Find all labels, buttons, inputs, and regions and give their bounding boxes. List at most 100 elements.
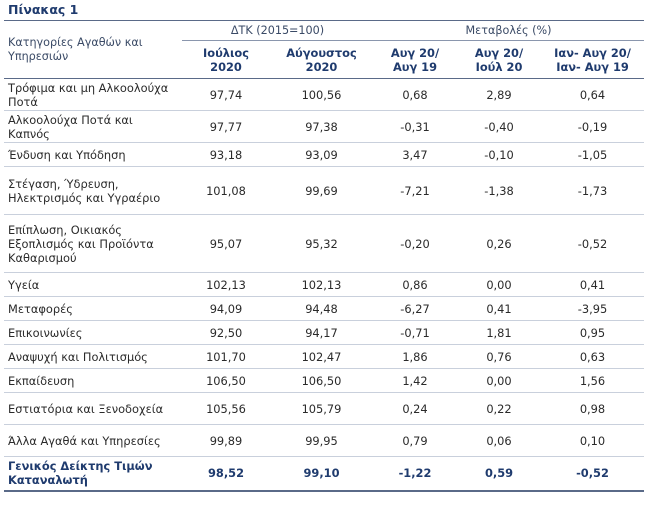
cell-value: 93,18 (182, 142, 270, 167)
table-body: Τρόφιμα και μη Αλκοολούχα Ποτά 97,74 100… (4, 78, 645, 492)
total-label: Γενικός Δείκτης Τιμών Καταναλωτή (4, 456, 182, 492)
cell-value: 105,56 (182, 392, 270, 425)
cell-value: 0,00 (457, 368, 541, 393)
cell-value: 0,68 (373, 78, 457, 111)
cell-value: 0,98 (541, 392, 645, 425)
table-row: Εστιατόρια και Ξενοδοχεία 105,56 105,79 … (4, 392, 645, 425)
cell-value: -0,20 (373, 214, 457, 273)
cell-value: 102,13 (270, 272, 373, 297)
cell-value: 0,10 (541, 424, 645, 457)
column-header-july-2020: Ιούλιος 2020 (182, 40, 270, 79)
total-value: 98,52 (182, 456, 270, 492)
table-title: Πίνακας 1 (8, 2, 79, 17)
cell-value: 97,77 (182, 110, 270, 143)
table-row: Υγεία 102,13 102,13 0,86 0,00 0,41 (4, 272, 645, 297)
cell-value: 0,79 (373, 424, 457, 457)
cell-value: 1,56 (541, 368, 645, 393)
row-label: Άλλα Αγαθά και Υπηρεσίες (4, 424, 182, 457)
cell-value: 102,47 (270, 344, 373, 369)
row-label: Αναψυχή και Πολιτισμός (4, 344, 182, 369)
cell-value: 101,08 (182, 166, 270, 215)
category-column-header: Κατηγορίες Αγαθών και Υπηρεσιών (4, 20, 182, 79)
total-value: 99,10 (270, 456, 373, 492)
index-group-header: ΔΤΚ (2015=100) (182, 20, 373, 41)
cell-value: 0,24 (373, 392, 457, 425)
cell-value: 106,50 (182, 368, 270, 393)
cell-value: -0,52 (541, 214, 645, 273)
table-row: Αλκοολούχα Ποτά και Καπνός 97,77 97,38 -… (4, 110, 645, 143)
cell-value: -3,95 (541, 296, 645, 321)
total-value: 0,59 (457, 456, 541, 492)
total-row: Γενικός Δείκτης Τιμών Καταναλωτή 98,52 9… (4, 456, 645, 492)
cell-value: 0,86 (373, 272, 457, 297)
column-header-aug20-aug19: Αυγ 20/ Αυγ 19 (373, 40, 457, 79)
cell-value: 92,50 (182, 320, 270, 345)
cell-value: 0,63 (541, 344, 645, 369)
table-row: Ένδυση και Υπόδηση 93,18 93,09 3,47 -0,1… (4, 142, 645, 167)
row-label: Εστιατόρια και Ξενοδοχεία (4, 392, 182, 425)
total-value: -0,52 (541, 456, 645, 492)
table-row: Μεταφορές 94,09 94,48 -6,27 0,41 -3,95 (4, 296, 645, 321)
table-row: Τρόφιμα και μη Αλκοολούχα Ποτά 97,74 100… (4, 78, 645, 111)
cell-value: -0,71 (373, 320, 457, 345)
cell-value: 106,50 (270, 368, 373, 393)
cell-value: 105,79 (270, 392, 373, 425)
cell-value: 94,17 (270, 320, 373, 345)
cell-value: 93,09 (270, 142, 373, 167)
table-row: Εκπαίδευση 106,50 106,50 1,42 0,00 1,56 (4, 368, 645, 393)
cell-value: -1,73 (541, 166, 645, 215)
cell-value: -1,05 (541, 142, 645, 167)
table-row: Άλλα Αγαθά και Υπηρεσίες 99,89 99,95 0,7… (4, 424, 645, 457)
total-value: -1,22 (373, 456, 457, 492)
table-row: Επίπλωση, Οικιακός Εξοπλισμός και Προϊόν… (4, 214, 645, 273)
column-header-august-2020: Αύγουστος 2020 (270, 40, 373, 79)
cell-value: 0,26 (457, 214, 541, 273)
cell-value: 102,13 (182, 272, 270, 297)
row-label: Στέγαση, Ύδρευση, Ηλεκτρισμός και Υγραέρ… (4, 166, 182, 215)
cell-value: 3,47 (373, 142, 457, 167)
row-label: Επικοινωνίες (4, 320, 182, 345)
column-header-aug20-jul20: Αυγ 20/ Ιούλ 20 (457, 40, 541, 79)
cell-value: 0,00 (457, 272, 541, 297)
cell-value: 0,41 (541, 272, 645, 297)
cpi-table: Κατηγορίες Αγαθών και Υπηρεσιών ΔΤΚ (201… (4, 20, 645, 492)
cell-value: 101,70 (182, 344, 270, 369)
cell-value: -0,10 (457, 142, 541, 167)
change-group-header: Μεταβολές (%) (373, 20, 645, 41)
row-label: Επίπλωση, Οικιακός Εξοπλισμός και Προϊόν… (4, 214, 182, 273)
cell-value: 99,89 (182, 424, 270, 457)
cell-value: 99,69 (270, 166, 373, 215)
cell-value: 0,64 (541, 78, 645, 111)
table-header: Κατηγορίες Αγαθών και Υπηρεσιών ΔΤΚ (201… (4, 20, 645, 79)
cell-value: -1,38 (457, 166, 541, 215)
column-header-janaug20-janaug19: Ιαν- Αυγ 20/ Ιαν- Αυγ 19 (541, 40, 645, 79)
cell-value: 0,06 (457, 424, 541, 457)
cell-value: 1,86 (373, 344, 457, 369)
cell-value: 94,48 (270, 296, 373, 321)
cell-value: 0,41 (457, 296, 541, 321)
cell-value: 1,81 (457, 320, 541, 345)
cell-value: -0,19 (541, 110, 645, 143)
cell-value: -7,21 (373, 166, 457, 215)
cell-value: 97,74 (182, 78, 270, 111)
header-column-row: Ιούλιος 2020 Αύγουστος 2020 Αυγ 20/ Αυγ … (4, 40, 645, 79)
header-group-row: Κατηγορίες Αγαθών και Υπηρεσιών ΔΤΚ (201… (4, 20, 645, 79)
cell-value: 94,09 (182, 296, 270, 321)
cell-value: -0,40 (457, 110, 541, 143)
cell-value: 95,07 (182, 214, 270, 273)
cell-value: 95,32 (270, 214, 373, 273)
row-label: Τρόφιμα και μη Αλκοολούχα Ποτά (4, 78, 182, 111)
row-label: Αλκοολούχα Ποτά και Καπνός (4, 110, 182, 143)
table-row: Στέγαση, Ύδρευση, Ηλεκτρισμός και Υγραέρ… (4, 166, 645, 215)
cell-value: 97,38 (270, 110, 373, 143)
cell-value: -6,27 (373, 296, 457, 321)
cell-value: -0,31 (373, 110, 457, 143)
table-row: Αναψυχή και Πολιτισμός 101,70 102,47 1,8… (4, 344, 645, 369)
row-label: Μεταφορές (4, 296, 182, 321)
row-label: Εκπαίδευση (4, 368, 182, 393)
cell-value: 99,95 (270, 424, 373, 457)
cell-value: 0,95 (541, 320, 645, 345)
cell-value: 0,76 (457, 344, 541, 369)
row-label: Ένδυση και Υπόδηση (4, 142, 182, 167)
